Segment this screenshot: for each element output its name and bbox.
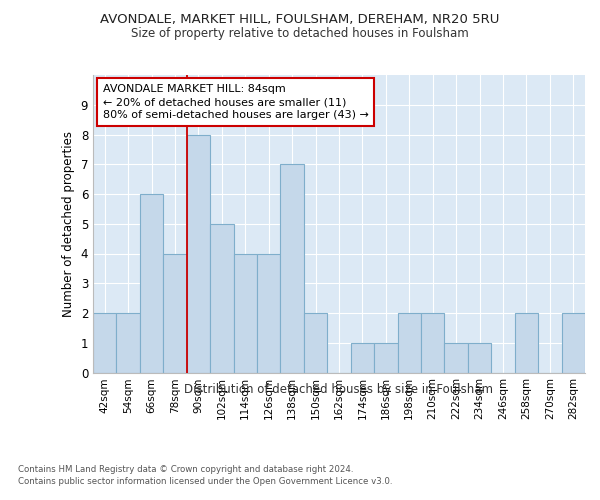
Bar [398,313,421,372]
Bar [304,313,327,372]
Bar [515,313,538,372]
Bar [93,313,116,372]
Bar [116,313,140,372]
Text: Distribution of detached houses by size in Foulsham: Distribution of detached houses by size … [184,382,493,396]
Bar [210,224,233,372]
Bar [421,313,445,372]
Bar [140,194,163,372]
Text: Contains HM Land Registry data © Crown copyright and database right 2024.: Contains HM Land Registry data © Crown c… [18,465,353,474]
Y-axis label: Number of detached properties: Number of detached properties [62,130,75,317]
Bar [468,343,491,372]
Text: AVONDALE MARKET HILL: 84sqm
← 20% of detached houses are smaller (11)
80% of sem: AVONDALE MARKET HILL: 84sqm ← 20% of det… [103,84,369,120]
Bar [445,343,468,372]
Bar [351,343,374,372]
Bar [233,254,257,372]
Text: Size of property relative to detached houses in Foulsham: Size of property relative to detached ho… [131,28,469,40]
Bar [374,343,398,372]
Bar [163,254,187,372]
Text: AVONDALE, MARKET HILL, FOULSHAM, DEREHAM, NR20 5RU: AVONDALE, MARKET HILL, FOULSHAM, DEREHAM… [100,12,500,26]
Bar [280,164,304,372]
Bar [257,254,280,372]
Bar [187,134,210,372]
Text: Contains public sector information licensed under the Open Government Licence v3: Contains public sector information licen… [18,478,392,486]
Bar [562,313,585,372]
